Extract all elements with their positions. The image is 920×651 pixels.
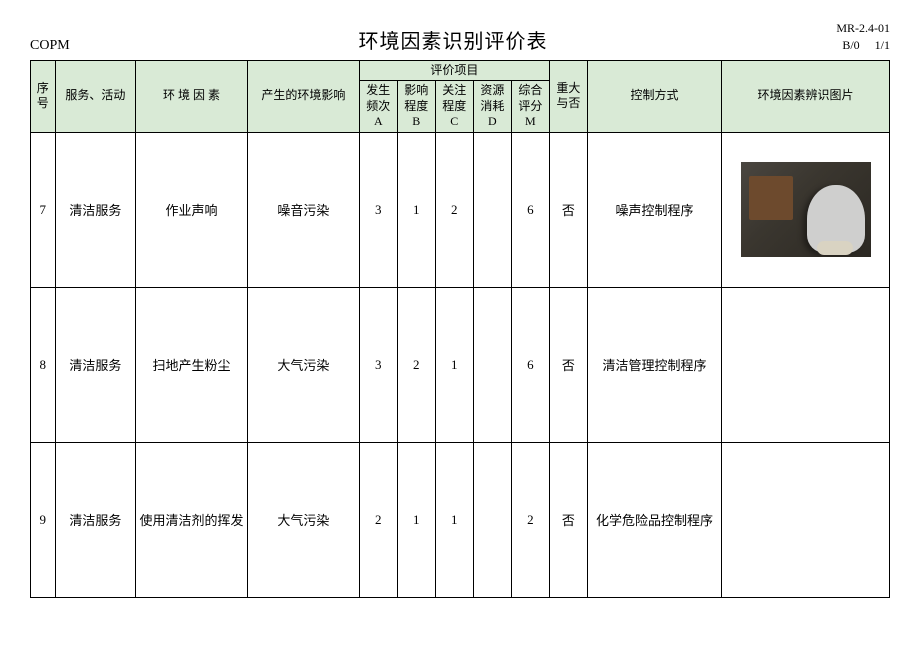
th-m: 综合评分 M [511,81,549,133]
cell-service: 清洁服务 [55,287,136,442]
cell-image [722,442,890,597]
cell-factor: 作业声响 [136,132,248,287]
th-impact: 产生的环境影响 [247,60,359,132]
th-major: 重大与否 [549,60,587,132]
cell-a: 2 [359,442,397,597]
cell-image [722,287,890,442]
company-code: COPM [30,38,70,54]
equipment-photo [741,162,871,257]
cell-d [473,132,511,287]
document-page: COPM 环境因素识别评价表 MR-2.4-01 B/0 1/1 序号 服务、活… [30,20,890,598]
table-row: 7清洁服务作业声响噪音污染3126否噪声控制程序 [31,132,890,287]
cell-b: 1 [397,442,435,597]
page-header: COPM 环境因素识别评价表 MR-2.4-01 B/0 1/1 [30,20,890,54]
cell-major: 否 [549,442,587,597]
cell-d [473,442,511,597]
cell-major: 否 [549,287,587,442]
th-d: 资源消耗 D [473,81,511,133]
cell-factor: 使用清洁剂的挥发 [136,442,248,597]
cell-control: 噪声控制程序 [587,132,721,287]
cell-control: 清洁管理控制程序 [587,287,721,442]
th-eval-group: 评价项目 [359,60,549,81]
th-service: 服务、活动 [55,60,136,132]
th-b: 影响程度 B [397,81,435,133]
th-factor: 环 境 因 素 [136,60,248,132]
table-row: 9清洁服务使用清洁剂的挥发大气污染2112否化学危险品控制程序 [31,442,890,597]
cell-m: 6 [511,132,549,287]
table-body: 7清洁服务作业声响噪音污染3126否噪声控制程序8清洁服务扫地产生粉尘大气污染3… [31,132,890,597]
cell-b: 1 [397,132,435,287]
cell-seq: 7 [31,132,56,287]
cell-seq: 8 [31,287,56,442]
th-image: 环境因素辨识图片 [722,60,890,132]
cell-c: 1 [435,442,473,597]
cell-impact: 噪音污染 [247,132,359,287]
doc-code-bottom: B/0 1/1 [836,37,890,54]
table-header: 序号 服务、活动 环 境 因 素 产生的环境影响 评价项目 重大与否 控制方式 … [31,60,890,132]
cell-major: 否 [549,132,587,287]
cell-seq: 9 [31,442,56,597]
cell-service: 清洁服务 [55,132,136,287]
cell-factor: 扫地产生粉尘 [136,287,248,442]
cell-impact: 大气污染 [247,442,359,597]
evaluation-table: 序号 服务、活动 环 境 因 素 产生的环境影响 评价项目 重大与否 控制方式 … [30,60,890,598]
doc-code: MR-2.4-01 B/0 1/1 [836,20,890,54]
table-row: 8清洁服务扫地产生粉尘大气污染3216否清洁管理控制程序 [31,287,890,442]
cell-a: 3 [359,287,397,442]
cell-c: 2 [435,132,473,287]
cell-m: 2 [511,442,549,597]
cell-service: 清洁服务 [55,442,136,597]
page-title: 环境因素识别评价表 [70,25,837,54]
cell-control: 化学危险品控制程序 [587,442,721,597]
cell-c: 1 [435,287,473,442]
cell-image [722,132,890,287]
cell-a: 3 [359,132,397,287]
cell-b: 2 [397,287,435,442]
doc-code-top: MR-2.4-01 [836,20,890,37]
cell-m: 6 [511,287,549,442]
th-control: 控制方式 [587,60,721,132]
cell-impact: 大气污染 [247,287,359,442]
th-c: 关注程度 C [435,81,473,133]
th-seq: 序号 [31,60,56,132]
th-a: 发生频次 A [359,81,397,133]
cell-d [473,287,511,442]
